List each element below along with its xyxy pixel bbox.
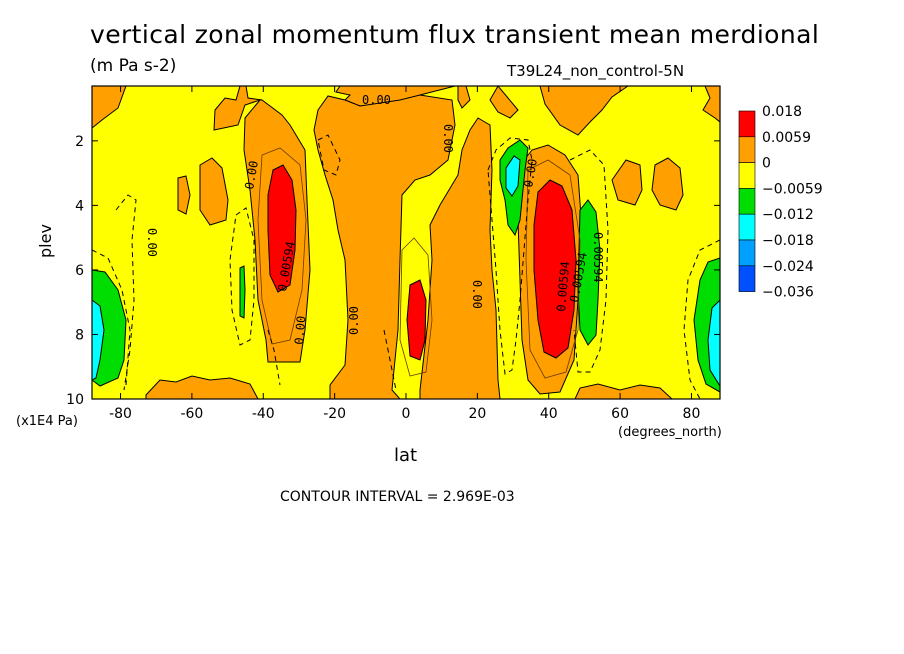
contour-label: 0.00: [362, 93, 391, 107]
x-tick-label: -80: [109, 406, 132, 422]
legend-label: −0.018: [762, 233, 814, 249]
legend-label: −0.0059: [762, 181, 823, 197]
x-tick-label: -20: [323, 406, 346, 422]
legend-label: −0.036: [762, 285, 814, 301]
y-axis-unit: (x1E4 Pa): [16, 414, 78, 429]
x-tick-label: 60: [611, 406, 629, 422]
legend-swatch: [738, 188, 756, 215]
legend-label: 0.0059: [762, 130, 811, 146]
contour-line-negative: [229, 207, 255, 346]
contour-line-negative: [383, 329, 397, 391]
band-red: [267, 164, 297, 293]
contour-line: [257, 147, 307, 345]
band-orange: [651, 157, 684, 211]
contour-line-negative: [267, 329, 281, 386]
contour-label: 0.00: [347, 306, 361, 335]
contour-line-negative: [487, 137, 533, 375]
x-axis: -80 -60 -40 -20 0 20 40 60 80: [109, 86, 700, 422]
contour-line: [525, 159, 581, 379]
y-tick-label: 2: [75, 134, 84, 150]
legend-swatch: [738, 136, 756, 163]
contour-label: 0.00594: [554, 261, 572, 313]
contour-line-negative: [92, 249, 131, 386]
y-axis: 2 4 6 8 10: [66, 134, 720, 408]
legend-label: −0.024: [762, 259, 814, 275]
x-tick-label: 80: [683, 406, 701, 422]
x-tick-label: -60: [180, 406, 203, 422]
contour-field: [92, 86, 720, 399]
legend-swatch: [738, 239, 756, 267]
contour-line-negative: [115, 194, 137, 391]
contour-label: 0.00: [292, 315, 308, 345]
band-orange: [145, 375, 259, 399]
band-green: [239, 265, 246, 319]
band-orange: [611, 159, 643, 206]
color-legend: 0.018 0.0059 0 −0.0059 −0.012 −0.018 −0.024 −0.…: [738, 104, 823, 301]
contour-interval-note: CONTOUR INTERVAL = 2.969E-03: [280, 489, 515, 505]
contour-label: 0.00: [470, 280, 484, 309]
x-tick-label: -40: [252, 406, 275, 422]
legend-swatch: [738, 213, 756, 241]
units-label: (m Pa s-2): [90, 56, 177, 76]
y-tick-label: 10: [66, 392, 84, 408]
band-cyan: [505, 155, 521, 197]
chart-title: vertical zonal momentum flux transient m…: [90, 20, 820, 49]
legend-label: 0.018: [762, 104, 802, 120]
y-tick-label: 8: [75, 327, 84, 343]
band-cyan: [92, 299, 105, 381]
band-green: [577, 199, 601, 346]
band-orange: [199, 157, 229, 226]
x-tick-label: 40: [540, 406, 558, 422]
legend-label: −0.012: [762, 207, 814, 223]
contour-label: 0.00: [441, 124, 455, 153]
band-orange: [313, 94, 456, 399]
band-orange: [177, 175, 191, 215]
x-axis-label: lat: [394, 445, 418, 466]
legend-swatch: [738, 110, 756, 138]
x-tick-label: 20: [468, 406, 486, 422]
y-tick-label: 6: [75, 263, 84, 279]
x-axis-unit: (degrees_north): [618, 425, 722, 440]
contour-label: 0.00: [145, 228, 159, 257]
legend-swatch: [738, 265, 756, 292]
band-red: [533, 179, 577, 359]
contour-line: [399, 237, 433, 377]
band-red: [406, 279, 427, 361]
band-orange: [489, 86, 720, 136]
contour-line-negative: [683, 239, 720, 399]
y-tick-label: 4: [75, 198, 84, 214]
legend-swatch: [738, 162, 756, 189]
contour-line-negative: [569, 149, 609, 373]
x-tick-label: 0: [402, 406, 411, 422]
run-id-label: T39L24_non_control-5N: [507, 62, 685, 80]
band-orange: [92, 86, 127, 129]
contour-label: 0.00: [242, 160, 261, 191]
contour-line-negative: [317, 134, 341, 176]
band-orange: [574, 383, 673, 399]
band-cyan: [707, 299, 720, 387]
contour-label: 0.00: [521, 158, 540, 189]
band-orange: [457, 86, 471, 109]
band-orange: [419, 117, 501, 399]
legend-label: 0: [762, 156, 771, 172]
contour-label: 0.00594: [591, 232, 605, 283]
